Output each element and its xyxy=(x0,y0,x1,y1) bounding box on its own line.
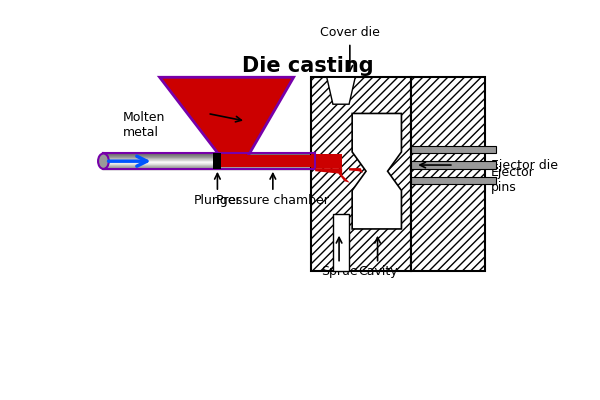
Bar xyxy=(311,154,333,168)
Polygon shape xyxy=(352,114,401,229)
Bar xyxy=(412,161,496,169)
Text: Plunger: Plunger xyxy=(194,194,241,206)
Polygon shape xyxy=(315,168,350,183)
Bar xyxy=(412,146,496,154)
Text: Cavity: Cavity xyxy=(358,265,397,278)
Text: Sprue: Sprue xyxy=(321,265,358,278)
Bar xyxy=(412,176,496,184)
Polygon shape xyxy=(327,77,355,104)
Bar xyxy=(412,77,485,271)
Text: Ejector
pins: Ejector pins xyxy=(491,166,535,194)
Text: Cover die: Cover die xyxy=(320,26,380,39)
Text: Ejector die: Ejector die xyxy=(491,158,558,172)
Bar xyxy=(213,154,221,169)
Text: Pressure chamber: Pressure chamber xyxy=(217,194,329,206)
Bar xyxy=(221,155,315,167)
Polygon shape xyxy=(160,77,293,160)
Ellipse shape xyxy=(98,154,109,169)
Text: Die casting: Die casting xyxy=(242,56,373,76)
Polygon shape xyxy=(349,168,363,173)
Bar xyxy=(315,154,342,168)
Text: Molten
metal: Molten metal xyxy=(123,111,165,139)
Bar xyxy=(311,77,412,271)
Bar xyxy=(333,214,349,271)
